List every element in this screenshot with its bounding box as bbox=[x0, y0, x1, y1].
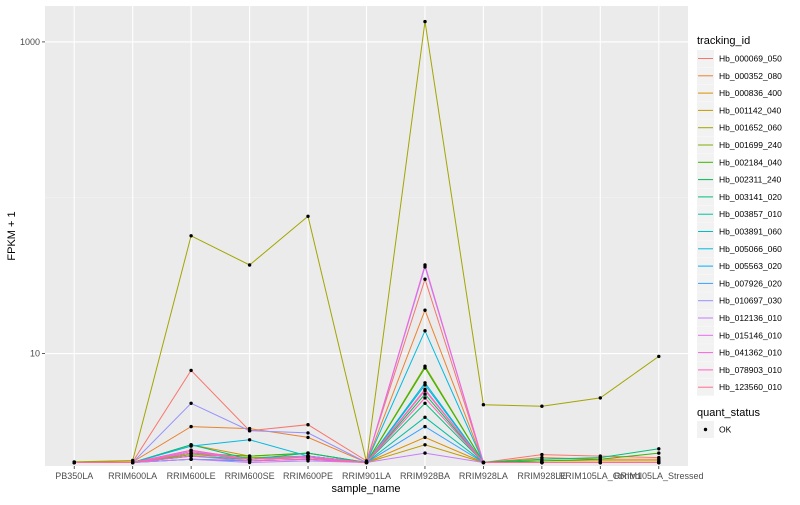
x-tick-label: PB350LA bbox=[55, 471, 93, 481]
data-point bbox=[306, 214, 310, 218]
x-tick-label: RRIM928LA bbox=[459, 471, 508, 481]
x-tick-label: RRIM105LA_Stressed bbox=[614, 471, 704, 481]
data-points bbox=[72, 19, 661, 465]
legend-label: Hb_005066_060 bbox=[719, 244, 782, 254]
data-point bbox=[423, 383, 427, 387]
data-point bbox=[306, 431, 310, 435]
data-point bbox=[247, 438, 252, 442]
data-point bbox=[189, 234, 193, 238]
data-point bbox=[306, 455, 310, 460]
data-point bbox=[423, 277, 427, 281]
data-point bbox=[247, 457, 252, 461]
data-point bbox=[423, 19, 427, 24]
x-tick-label: RRIM600SE bbox=[225, 471, 275, 481]
x-tick-label: RRIM105LA_Control bbox=[559, 471, 642, 481]
data-point bbox=[657, 460, 661, 465]
point-legend-items: OK bbox=[697, 421, 732, 438]
legend-label: Hb_000352_080 bbox=[719, 71, 782, 81]
x-tick-label: RRIM600LE bbox=[167, 471, 216, 481]
legend-title: tracking_id bbox=[697, 35, 750, 47]
legend-label: Hb_015146_010 bbox=[719, 330, 782, 340]
data-point bbox=[189, 451, 193, 455]
data-point bbox=[423, 366, 427, 370]
data-point bbox=[423, 392, 427, 396]
y-tick-label: 10 bbox=[30, 349, 40, 359]
data-point bbox=[423, 387, 427, 391]
data-point bbox=[306, 451, 310, 455]
data-point bbox=[423, 401, 427, 405]
data-point bbox=[598, 396, 602, 400]
data-point bbox=[423, 443, 427, 447]
data-point bbox=[306, 423, 310, 427]
legend-label: Hb_003141_020 bbox=[719, 192, 782, 202]
x-tick-label: RRIM928LE bbox=[517, 471, 566, 481]
data-point bbox=[540, 452, 544, 457]
data-point bbox=[306, 435, 310, 440]
data-point bbox=[189, 454, 193, 458]
legend-label: Hb_005563_020 bbox=[719, 261, 782, 271]
data-point bbox=[189, 368, 193, 373]
data-point bbox=[247, 454, 252, 458]
legend-label: Hb_000069_050 bbox=[719, 54, 782, 64]
point-legend-key-dot bbox=[703, 427, 708, 432]
legend-label: Hb_003891_060 bbox=[719, 227, 782, 237]
legend-label: Hb_001652_060 bbox=[719, 123, 782, 133]
x-axis-ticks: PB350LA RRIM600LA RRIM600LE RRIM600SE RRIM60… bbox=[55, 466, 704, 481]
legend-label: Hb_002311_240 bbox=[719, 175, 782, 185]
x-axis-title: sample_name bbox=[331, 483, 400, 495]
data-point bbox=[189, 457, 193, 461]
data-point bbox=[364, 460, 369, 465]
data-point bbox=[72, 460, 76, 465]
legend-label: Hb_002184_040 bbox=[719, 157, 782, 167]
data-point bbox=[481, 460, 486, 465]
legend-label: Hb_041362_010 bbox=[719, 348, 782, 358]
legend-label: Hb_007926_020 bbox=[719, 278, 782, 288]
x-tick-label: RRIM600LA bbox=[108, 471, 157, 481]
point-legend-title: quant_status bbox=[697, 407, 760, 419]
legend-items: Hb_000069_050 Hb_000352_080 Hb_000836_400 H… bbox=[697, 50, 782, 396]
data-point bbox=[657, 451, 661, 455]
legend-label: Hb_123560_010 bbox=[719, 382, 782, 392]
data-point bbox=[540, 404, 544, 408]
data-point bbox=[189, 424, 193, 429]
y-axis-title: FPKM + 1 bbox=[6, 211, 18, 260]
data-point bbox=[189, 444, 193, 448]
legend-label: Hb_003857_010 bbox=[719, 209, 782, 219]
data-point bbox=[189, 401, 193, 405]
legend-label: Hb_000836_400 bbox=[719, 88, 782, 98]
data-point bbox=[657, 447, 661, 451]
data-point bbox=[423, 263, 427, 267]
data-point bbox=[598, 460, 602, 465]
x-tick-label: RRIM901LA bbox=[342, 471, 391, 481]
data-point bbox=[247, 263, 252, 267]
y-axis-ticks: 10 1000 bbox=[20, 37, 45, 359]
data-point bbox=[540, 460, 544, 465]
data-point bbox=[423, 308, 427, 312]
legend-label: Hb_012136_010 bbox=[719, 313, 782, 323]
point-legend-label: OK bbox=[719, 425, 732, 435]
legend-label: Hb_001699_240 bbox=[719, 140, 782, 150]
data-point bbox=[423, 435, 427, 440]
data-point bbox=[189, 448, 193, 452]
x-tick-label: RRIM928BA bbox=[400, 471, 450, 481]
legend-label: Hb_010697_030 bbox=[719, 296, 782, 306]
data-point bbox=[423, 424, 427, 429]
data-point bbox=[657, 354, 661, 359]
data-point bbox=[423, 415, 427, 419]
data-point bbox=[247, 429, 252, 433]
x-tick-label: RRIM600PE bbox=[283, 471, 333, 481]
data-point bbox=[423, 396, 427, 400]
data-point bbox=[481, 403, 486, 407]
data-point bbox=[423, 451, 427, 455]
data-point bbox=[423, 329, 427, 333]
data-point bbox=[131, 460, 135, 465]
legend: tracking_id Hb_000069_050Hb_000352_080Hb… bbox=[697, 35, 782, 438]
data-point bbox=[598, 455, 602, 460]
data-point bbox=[540, 457, 544, 461]
legend-label: Hb_001142_040 bbox=[719, 105, 782, 115]
y-tick-label: 1000 bbox=[20, 37, 40, 47]
legend-label: Hb_078903_010 bbox=[719, 365, 782, 375]
